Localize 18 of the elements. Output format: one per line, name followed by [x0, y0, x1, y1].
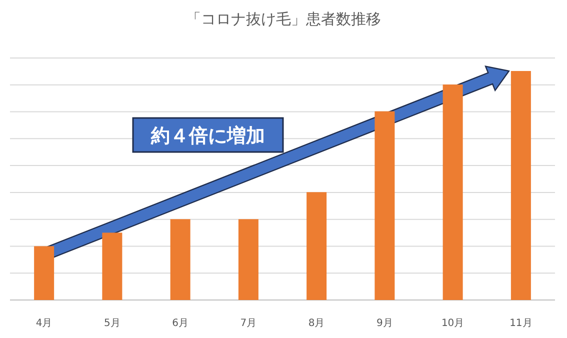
bar	[238, 219, 258, 300]
x-tick-label: 7月	[240, 318, 257, 329]
bar	[34, 246, 54, 300]
x-tick-label: 4月	[36, 318, 52, 329]
bar	[374, 111, 395, 300]
x-tick-label: 6月	[172, 318, 188, 329]
bar	[306, 192, 327, 300]
bar	[510, 71, 531, 300]
chart-title: 「コロナ抜け毛」患者数推移	[186, 10, 381, 28]
x-tick-label: 10月	[441, 318, 464, 329]
bar	[170, 219, 190, 300]
x-tick-label: 5月	[104, 318, 120, 329]
bar	[102, 232, 122, 300]
annotation: 約４倍に増加	[150, 125, 265, 147]
x-tick-label: 11月	[510, 318, 532, 329]
bar	[442, 84, 463, 300]
x-tick-label: 8月	[308, 318, 325, 329]
x-tick-label: 9月	[376, 318, 393, 329]
